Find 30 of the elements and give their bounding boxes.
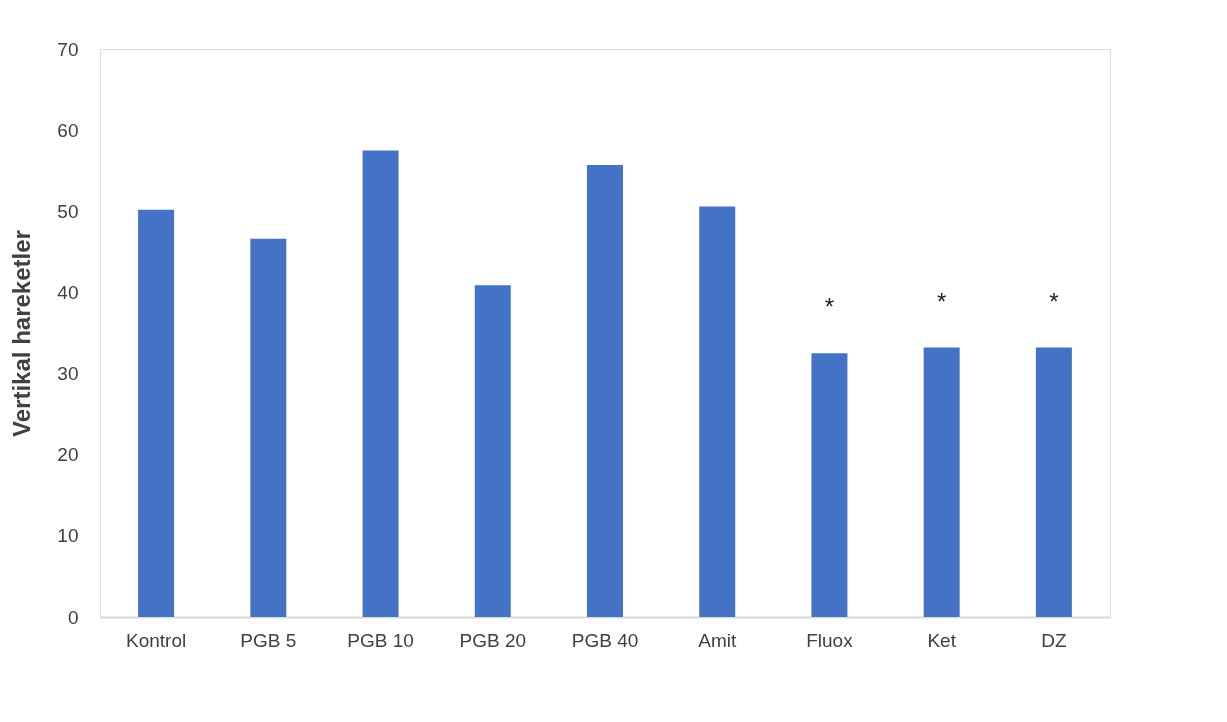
x-tick-label: PGB 40	[571, 629, 639, 651]
bar	[474, 285, 511, 617]
y-tick-label: 60	[57, 119, 79, 141]
x-tick-label: PGB 5	[240, 629, 297, 651]
y-tick-label: 10	[57, 525, 79, 547]
y-axis-title: Vertikal hareketler	[8, 230, 36, 437]
x-tick-label: Ket	[927, 629, 957, 651]
y-tick-label: 50	[57, 200, 79, 222]
y-tick-label: 70	[57, 38, 79, 60]
y-tick-label: 30	[57, 363, 79, 385]
x-tick-label: Kontrol	[126, 629, 187, 651]
x-tick-label: PGB 10	[347, 629, 414, 651]
x-tick-label: Fluox	[806, 629, 854, 651]
bar	[699, 206, 736, 617]
y-tick-label: 20	[57, 444, 79, 466]
annotation: *	[824, 293, 835, 321]
x-tick-label: DZ	[1041, 629, 1067, 651]
annotation: *	[1049, 287, 1059, 315]
bar	[362, 150, 399, 617]
annotation: *	[936, 287, 947, 315]
x-tick-label: Amit	[698, 629, 737, 651]
bar	[923, 347, 960, 617]
x-tick-label: PGB 20	[459, 629, 527, 651]
bar	[1035, 347, 1072, 617]
bar	[587, 165, 623, 617]
bar	[138, 209, 175, 617]
y-tick-label: 0	[67, 606, 79, 628]
y-tick-label: 40	[57, 281, 79, 303]
bar	[250, 238, 287, 617]
bar	[811, 353, 848, 617]
